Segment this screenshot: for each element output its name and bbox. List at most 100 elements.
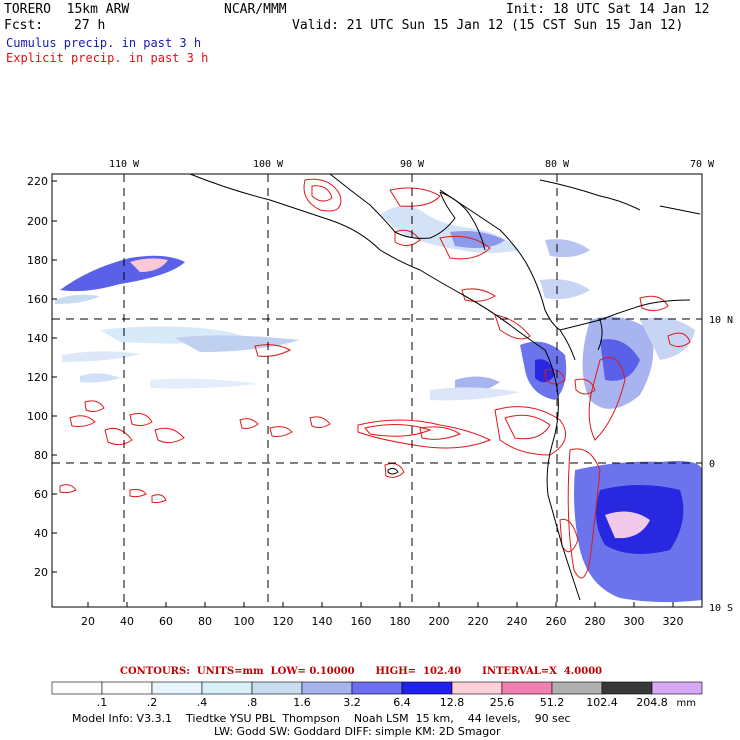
coastline-cuba [539,179,641,211]
colorbar-swatch [551,681,603,695]
colorbar-swatch [251,681,303,695]
x-axis: 20 40 60 80 100 120 140 160 180 200 220 … [81,602,684,628]
x-tick-260: 260 [546,602,567,628]
lon-labels: 110 W 100 W 90 W 80 W 70 W [109,159,715,170]
colorbar-swatch [101,681,153,695]
x-tick-280: 280 [585,602,606,628]
y-tick-200: 200 [27,215,57,228]
explicit-contour [357,419,492,449]
explicit-contour [309,416,331,429]
colorbar-label: 3.2 [343,696,361,709]
x-tick-120: 120 [273,602,294,628]
x-tick-60: 60 [159,602,173,628]
explicit-contour [129,489,147,498]
colorbar-label: 102.4 [586,696,618,709]
explicit-contour [494,314,531,340]
explicit-precip-contours [59,178,691,579]
coastline-galapagos [387,467,399,475]
cumulus-area [450,231,505,248]
explicit-contour [129,413,153,427]
cumulus-precip-areas [55,206,702,603]
x-tick-label: 120 [273,615,294,628]
colorbar-label: 6.4 [393,696,411,709]
explicit-contour [419,426,462,440]
explicit-contour [84,400,105,413]
colorbar-label: .1 [97,696,108,709]
y-tick-140: 140 [27,332,57,345]
colorbar-swatch [301,681,353,695]
colorbar-label: .8 [247,696,258,709]
cumulus-area [600,339,640,381]
contours-info: CONTOURS: UNITS=mm LOW= 0.10000 HIGH= 10… [120,666,603,677]
explicit-contour [154,427,185,444]
y-tick-20: 20 [34,566,57,579]
explicit-contour [567,448,601,579]
y-tick-label: 180 [27,254,48,267]
x-tick-label: 80 [198,615,212,628]
y-tick-80: 80 [34,449,57,462]
explicit-contour [461,288,496,302]
colorbar-swatch [651,681,703,695]
lon-label: 70 W [690,159,715,170]
coastline-hispaniola [659,205,701,215]
explicit-contour [639,295,669,312]
x-tick-160: 160 [351,602,372,628]
cumulus-area [640,317,695,360]
coastline-yucatan [439,191,486,251]
init-time: Init: 18 UTC Sat 14 Jan 12 [506,2,710,17]
lat-label: 10 S [709,603,733,614]
x-tick-220: 220 [468,602,489,628]
cumulus-area [62,351,140,362]
explicit-contour [311,185,333,202]
x-tick-label: 20 [81,615,95,628]
explicit-contour [667,332,691,348]
coastline-mexico [189,173,546,351]
explicit-contour [69,415,96,427]
explicit-contour [574,378,596,395]
cumulus-area [150,378,260,389]
colorbar-swatch [351,681,403,695]
coastline-gulf [329,173,456,239]
y-tick-60: 60 [34,488,57,501]
colorbar-label: 51.2 [540,696,565,709]
lat-label: 0 [709,459,715,470]
cumulus-area [130,258,168,272]
x-tick-label: 260 [546,615,567,628]
x-tick-label: 280 [585,615,606,628]
x-tick-100: 100 [234,602,255,628]
cumulus-area [430,387,520,401]
y-axis: 220 200 180 160 140 120 100 80 60 40 20 [27,175,57,579]
colorbar-label: .2 [147,696,158,709]
colorbar-label: 1.6 [293,696,311,709]
graticule [52,174,702,607]
y-tick-label: 160 [27,293,48,306]
explicit-contour [59,484,77,494]
y-tick-180: 180 [27,254,57,267]
model-title: TORERO 15km ARW [4,2,130,17]
explicit-contour [588,357,626,441]
x-tick-label: 100 [234,615,255,628]
colorbar-swatch [201,681,253,695]
x-tick-label: 300 [624,615,645,628]
x-tick-180: 180 [390,602,411,628]
explicit-contour [254,344,292,357]
map-border [51,173,703,608]
explicit-contour [394,229,421,246]
explicit-contour [544,368,566,385]
x-tick-label: 200 [429,615,450,628]
x-tick-140: 140 [312,602,333,628]
cumulus-area [605,511,650,539]
colorbar: .1 .2 .4 .8 1.6 3.2 6.4 12.8 25.6 51.2 102.4 204.8 m… [51,681,703,709]
model-info-line1: Model Info: V3.3.1 Tiedtke YSU PBL Thomp… [72,712,571,725]
explicit-contour [559,518,579,553]
y-tick-220: 220 [27,175,57,188]
x-tick-240: 240 [507,602,528,628]
colorbar-label: 25.6 [490,696,515,709]
lon-label: 100 W [253,159,284,170]
explicit-contour [504,414,551,440]
coastline-colombia [559,319,603,361]
x-tick-label: 180 [390,615,411,628]
x-tick-40: 40 [120,602,134,628]
lon-label: 80 W [545,159,570,170]
